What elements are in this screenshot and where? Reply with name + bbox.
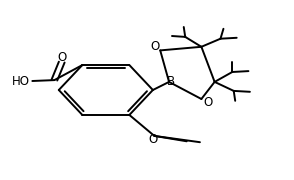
Text: B: B: [167, 75, 176, 88]
Text: HO: HO: [12, 75, 30, 87]
Text: O: O: [150, 40, 160, 53]
Text: O: O: [57, 51, 66, 64]
Text: O: O: [148, 133, 158, 146]
Text: O: O: [203, 96, 213, 109]
